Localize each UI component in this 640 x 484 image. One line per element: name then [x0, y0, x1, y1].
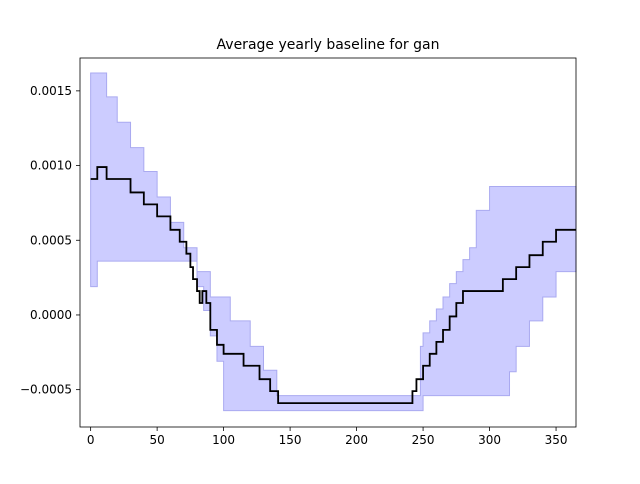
x-tick-label: 50 [149, 433, 164, 447]
x-tick-label: 250 [412, 433, 435, 447]
y-tick-label: −0.0005 [20, 383, 72, 397]
x-tick-label: 300 [478, 433, 501, 447]
y-tick-label: 0.0005 [30, 233, 72, 247]
mean-line [90, 166, 576, 404]
x-axis: 0 50 100 150 200 250 300 350 [87, 427, 568, 447]
y-tick-label: 0.0015 [30, 84, 72, 98]
confidence-band-layer [90, 72, 577, 412]
plot-area-frame [79, 57, 577, 428]
y-tick-label: 0.0000 [30, 308, 72, 322]
x-tick-label: 350 [545, 433, 568, 447]
x-tick-label: 0 [87, 433, 95, 447]
x-tick-label: 200 [345, 433, 368, 447]
y-axis: −0.0005 0.0000 0.0005 0.0010 0.0015 [20, 84, 80, 397]
x-tick-label: 100 [212, 433, 235, 447]
confidence-band [90, 72, 577, 412]
chart-title: Average yearly baseline for gan [217, 37, 440, 53]
mean-line-layer [90, 166, 576, 404]
x-tick-label: 150 [279, 433, 302, 447]
y-tick-label: 0.0010 [30, 159, 72, 173]
